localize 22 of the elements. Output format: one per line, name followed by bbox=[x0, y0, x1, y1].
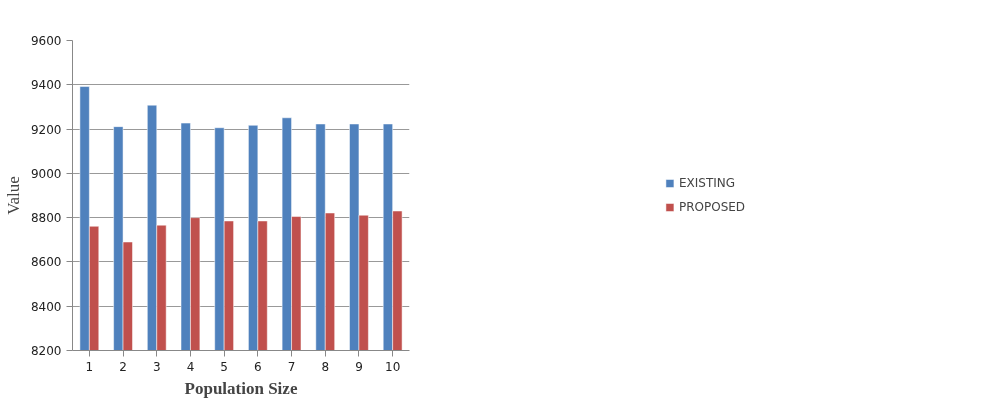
x-tick-label: 8 bbox=[321, 359, 330, 374]
y-tick-label: 9600 bbox=[30, 34, 62, 48]
x-tick-label: 3 bbox=[152, 359, 161, 374]
y-tick-label: 8800 bbox=[30, 211, 62, 226]
y-tick-label: 9200 bbox=[30, 122, 62, 137]
legend-label: PROPOSED bbox=[678, 200, 746, 214]
x-tick-label: 7 bbox=[287, 359, 296, 374]
x-tick-label: 1 bbox=[85, 359, 94, 374]
y-tick-label: 9400 bbox=[30, 78, 62, 93]
y-axis-title: Value bbox=[3, 176, 23, 215]
x-axis-title: Population Size bbox=[184, 378, 298, 398]
y-tick-label: 8600 bbox=[30, 255, 62, 270]
x-tick-label: 6 bbox=[254, 359, 262, 374]
y-tick-label: 8400 bbox=[30, 299, 62, 314]
y-tick-label: 9000 bbox=[30, 166, 62, 181]
x-tick-label: 9 bbox=[355, 359, 363, 374]
x-tick-label: 5 bbox=[220, 359, 228, 374]
legend-label: EXISTING bbox=[678, 176, 736, 190]
x-tick-label: 4 bbox=[186, 359, 195, 374]
x-tick-label: 2 bbox=[119, 359, 127, 374]
x-tick-label: 10 bbox=[385, 359, 401, 374]
y-tick-label: 8200 bbox=[30, 344, 62, 358]
